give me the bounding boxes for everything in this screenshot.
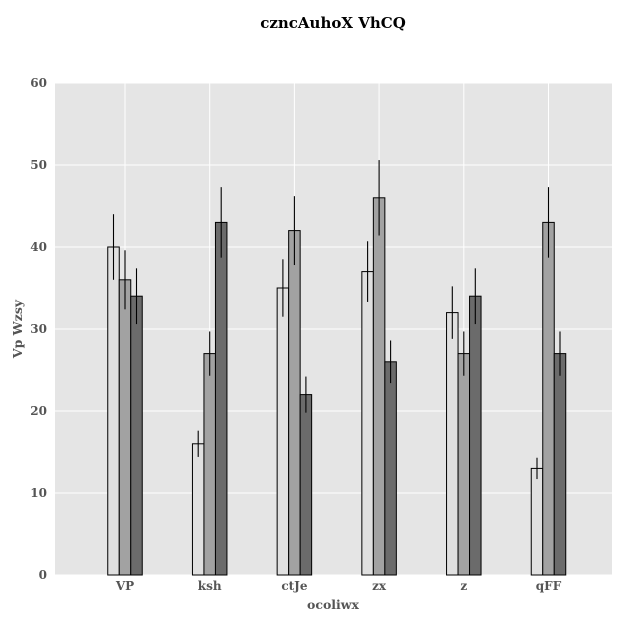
error-bars — [112, 160, 561, 480]
y-tick-label: 30 — [30, 322, 47, 336]
x-tick-label: VP — [115, 579, 134, 593]
y-tick-label: 60 — [30, 76, 47, 90]
bar — [130, 295, 143, 576]
y-axis-label: Vp Wzsy — [10, 299, 25, 359]
bar — [361, 271, 374, 576]
bar — [469, 295, 482, 576]
bar — [299, 394, 313, 576]
bar — [372, 197, 386, 576]
x-tick-label: ksh — [198, 579, 222, 593]
x-tick-label: z — [460, 579, 467, 593]
bar — [214, 221, 228, 576]
y-tick-labels: 0 10 20 30 40 50 60 — [30, 76, 47, 582]
y-tick-label: 20 — [30, 404, 47, 418]
bar — [446, 312, 459, 576]
y-tick-label: 10 — [30, 486, 47, 500]
bar — [288, 230, 301, 576]
x-axis-label: ocoliwx — [307, 597, 360, 612]
bar — [457, 353, 471, 576]
bar — [118, 279, 132, 576]
bar — [191, 443, 205, 576]
y-tick-label: 50 — [30, 158, 47, 172]
bar — [553, 353, 567, 576]
bar — [203, 353, 216, 576]
x-tick-labels: VP ksh ctJe zx z qFF — [115, 579, 562, 593]
y-tick-label: 0 — [39, 568, 47, 582]
x-tick-label: ctJe — [281, 579, 308, 593]
x-tick-label: zx — [372, 579, 387, 593]
bar — [542, 221, 555, 576]
x-tick-label: qFF — [536, 579, 562, 593]
bars — [107, 197, 567, 576]
chart-title: czncAuhoX VhCQ — [260, 14, 406, 32]
bar — [384, 361, 397, 576]
bar — [276, 287, 290, 576]
y-tick-label: 40 — [30, 240, 47, 254]
bar — [107, 246, 120, 576]
bar — [530, 467, 544, 576]
